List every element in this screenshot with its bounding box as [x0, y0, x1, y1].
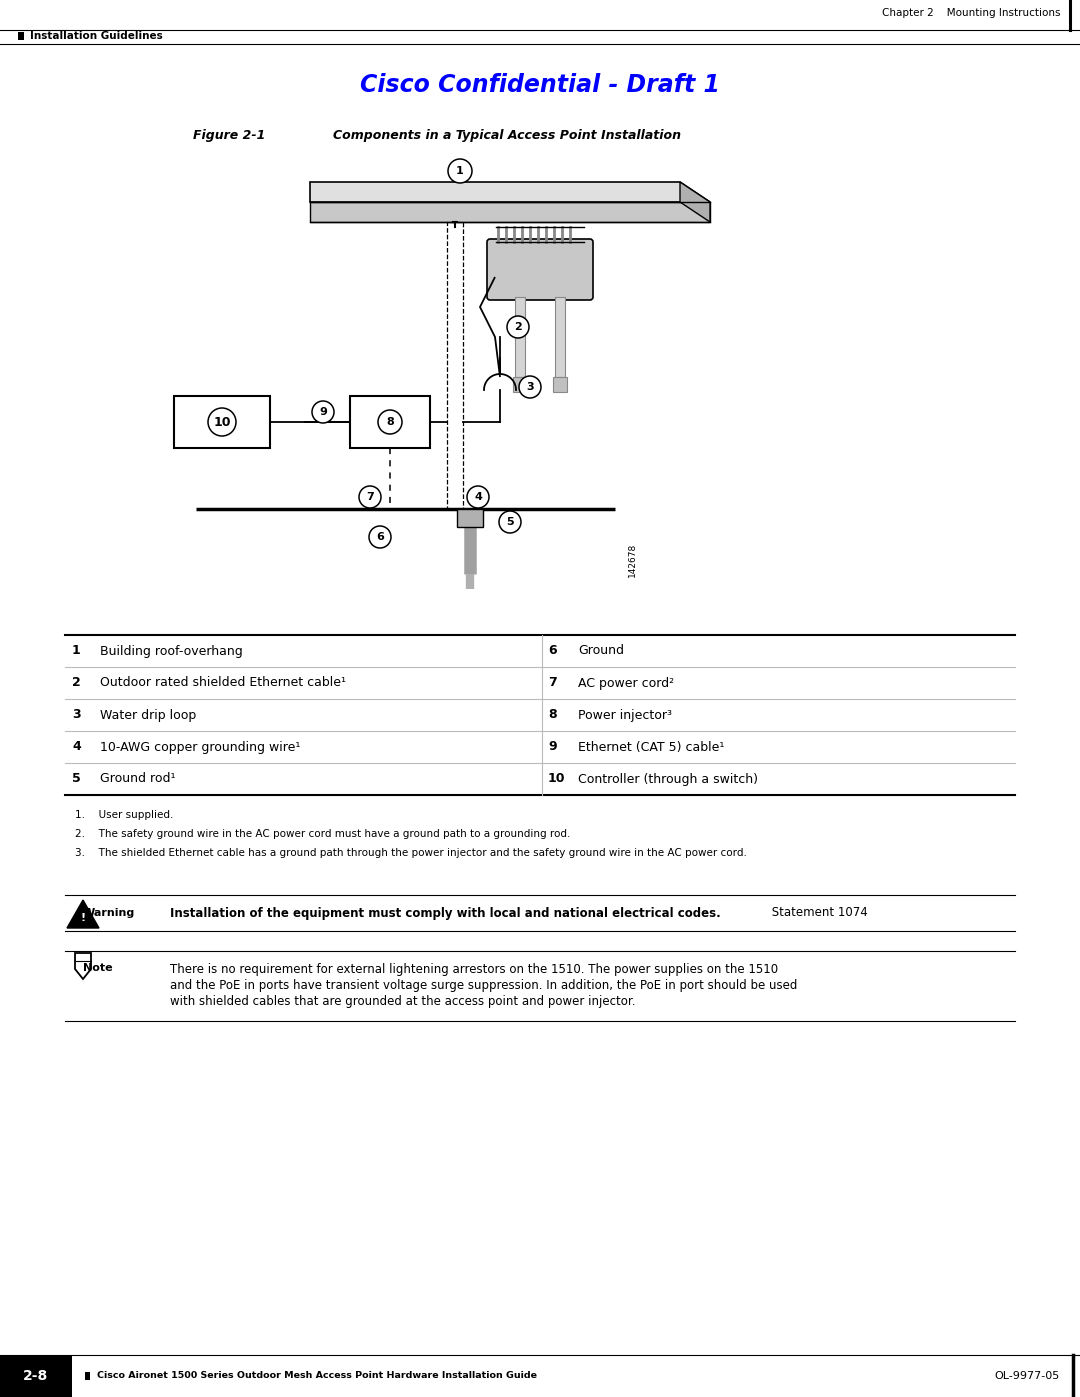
- Text: Cisco Aironet 1500 Series Outdoor Mesh Access Point Hardware Installation Guide: Cisco Aironet 1500 Series Outdoor Mesh A…: [97, 1372, 537, 1380]
- Text: 8: 8: [387, 416, 394, 427]
- Text: 10: 10: [548, 773, 566, 785]
- Circle shape: [467, 486, 489, 509]
- Circle shape: [378, 409, 402, 434]
- Text: Water drip loop: Water drip loop: [100, 708, 197, 721]
- Text: 6: 6: [548, 644, 556, 658]
- Polygon shape: [680, 182, 710, 222]
- Circle shape: [312, 401, 334, 423]
- Text: 10: 10: [213, 415, 231, 429]
- Text: 2: 2: [514, 321, 522, 332]
- Text: 6: 6: [376, 532, 383, 542]
- Circle shape: [519, 376, 541, 398]
- Circle shape: [369, 527, 391, 548]
- FancyBboxPatch shape: [555, 298, 565, 377]
- Text: Installation Guidelines: Installation Guidelines: [30, 31, 163, 41]
- Text: and the PoE in ports have transient voltage surge suppression. In addition, the : and the PoE in ports have transient volt…: [170, 979, 797, 992]
- FancyBboxPatch shape: [553, 377, 567, 393]
- Circle shape: [507, 316, 529, 338]
- Text: Components in a Typical Access Point Installation: Components in a Typical Access Point Ins…: [333, 130, 681, 142]
- FancyBboxPatch shape: [487, 239, 593, 300]
- Polygon shape: [67, 900, 99, 928]
- Text: 3.  The shielded Ethernet cable has a ground path through the power injector and: 3. The shielded Ethernet cable has a gro…: [75, 848, 747, 858]
- Text: 8: 8: [548, 708, 556, 721]
- Text: OL-9977-05: OL-9977-05: [995, 1370, 1059, 1382]
- Circle shape: [499, 511, 521, 534]
- Text: 10-AWG copper grounding wire¹: 10-AWG copper grounding wire¹: [100, 740, 300, 753]
- Text: Outdoor rated shielded Ethernet cable¹: Outdoor rated shielded Ethernet cable¹: [100, 676, 346, 690]
- Text: Chapter 2    Mounting Instructions: Chapter 2 Mounting Instructions: [881, 8, 1059, 18]
- Text: 1: 1: [456, 166, 464, 176]
- FancyBboxPatch shape: [457, 509, 483, 527]
- Text: Controller (through a switch): Controller (through a switch): [578, 773, 758, 785]
- Text: Cisco Confidential - Draft 1: Cisco Confidential - Draft 1: [360, 73, 720, 96]
- Text: Installation of the equipment must comply with local and national electrical cod: Installation of the equipment must compl…: [170, 907, 720, 919]
- Text: 9: 9: [548, 740, 556, 753]
- Text: 4: 4: [474, 492, 482, 502]
- Text: 3: 3: [526, 381, 534, 393]
- FancyBboxPatch shape: [174, 395, 270, 448]
- Text: 9: 9: [319, 407, 327, 416]
- Text: 7: 7: [366, 492, 374, 502]
- Text: Power injector³: Power injector³: [578, 708, 672, 721]
- Text: 1.  User supplied.: 1. User supplied.: [75, 810, 174, 820]
- Text: 5: 5: [507, 517, 514, 527]
- Text: Note: Note: [83, 963, 112, 972]
- Circle shape: [448, 159, 472, 183]
- Text: 3: 3: [72, 708, 81, 721]
- Text: Building roof-overhang: Building roof-overhang: [100, 644, 243, 658]
- Text: Statement 1074: Statement 1074: [768, 907, 867, 919]
- Text: Ethernet (CAT 5) cable¹: Ethernet (CAT 5) cable¹: [578, 740, 725, 753]
- Text: with shielded cables that are grounded at the access point and power injector.: with shielded cables that are grounded a…: [170, 995, 635, 1009]
- Circle shape: [359, 486, 381, 509]
- Polygon shape: [310, 182, 710, 203]
- Text: !: !: [80, 914, 85, 923]
- FancyBboxPatch shape: [0, 1355, 72, 1397]
- FancyBboxPatch shape: [350, 395, 430, 448]
- Text: Figure 2-1: Figure 2-1: [193, 130, 266, 142]
- Text: AC power cord²: AC power cord²: [578, 676, 674, 690]
- Text: 5: 5: [72, 773, 81, 785]
- Text: 2: 2: [72, 676, 81, 690]
- Text: Ground rod¹: Ground rod¹: [100, 773, 175, 785]
- Text: 2.  The safety ground wire in the AC power cord must have a ground path to a gro: 2. The safety ground wire in the AC powe…: [75, 828, 570, 840]
- Polygon shape: [310, 203, 710, 222]
- Text: 7: 7: [548, 676, 557, 690]
- Text: There is no requirement for external lightening arrestors on the 1510. The power: There is no requirement for external lig…: [170, 963, 778, 977]
- Text: Ground: Ground: [578, 644, 624, 658]
- Text: 4: 4: [72, 740, 81, 753]
- FancyBboxPatch shape: [515, 298, 525, 377]
- Text: 1: 1: [72, 644, 81, 658]
- Bar: [85, 1372, 90, 1380]
- Bar: [18, 32, 24, 41]
- Text: 2-8: 2-8: [24, 1369, 49, 1383]
- Text: Warning: Warning: [83, 908, 135, 918]
- FancyBboxPatch shape: [513, 377, 527, 393]
- Circle shape: [208, 408, 237, 436]
- Text: 142678: 142678: [627, 543, 637, 577]
